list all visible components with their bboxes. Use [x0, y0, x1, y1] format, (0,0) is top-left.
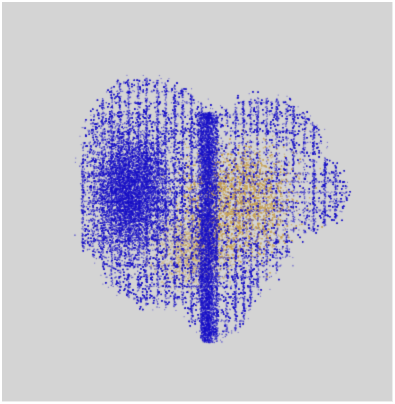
viewport[interactable]: [2, 2, 393, 402]
point-cloud[interactable]: [2, 2, 392, 401]
